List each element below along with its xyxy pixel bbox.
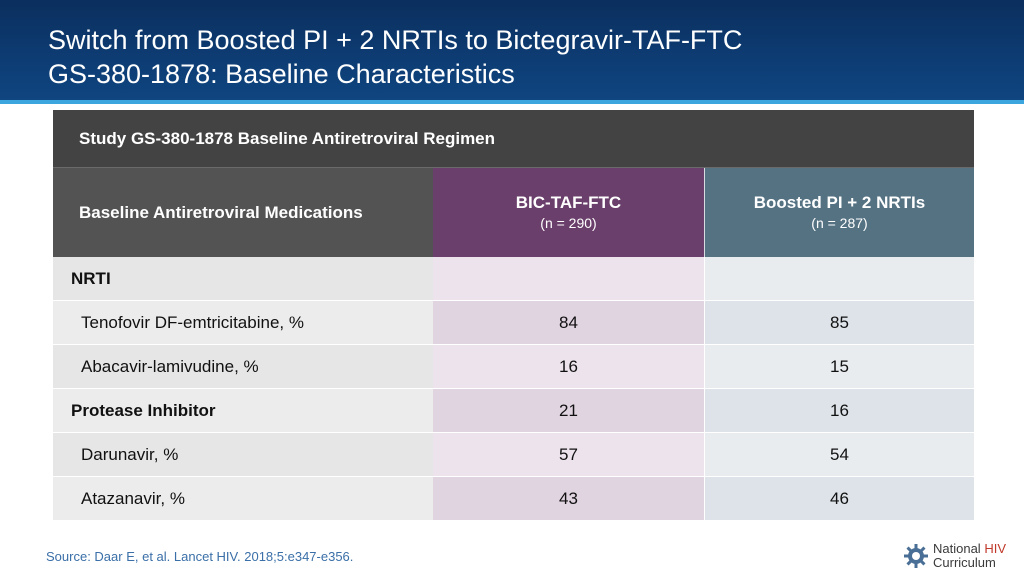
slide-subtitle: GS-380-1878: Baseline Characteristics	[48, 59, 515, 89]
row-label: Protease Inhibitor	[53, 389, 433, 432]
row-value-bic: 21	[433, 389, 704, 432]
arm-pi-n: (n = 287)	[811, 215, 868, 231]
header-medications: Baseline Antiretroviral Medications	[53, 168, 433, 257]
row-value-pi: 16	[704, 389, 974, 432]
row-label: Tenofovir DF-emtricitabine, %	[53, 301, 433, 344]
national-hiv-curriculum-logo: National HIV Curriculum	[903, 541, 1021, 571]
row-value-pi: 15	[704, 345, 974, 388]
row-label: Darunavir, %	[53, 433, 433, 476]
row-value-pi: 46	[704, 477, 974, 520]
gear-logo-icon	[904, 544, 928, 568]
row-value-pi: 54	[704, 433, 974, 476]
row-value-bic	[433, 257, 704, 300]
table-row: Atazanavir, % 43 46	[53, 477, 974, 520]
logo-word-national: National	[933, 541, 981, 556]
row-value-bic: 43	[433, 477, 704, 520]
baseline-table: Study GS-380-1878 Baseline Antiretrovira…	[53, 110, 974, 520]
table-header-row: Baseline Antiretroviral Medications BIC-…	[53, 168, 974, 257]
row-value-pi: 85	[704, 301, 974, 344]
table-row: Darunavir, % 57 54	[53, 433, 974, 476]
logo-wordmark: National HIV Curriculum	[933, 542, 1006, 570]
table-row: Protease Inhibitor 21 16	[53, 389, 974, 432]
header-arm-pi: Boosted PI + 2 NRTIs (n = 287)	[704, 168, 974, 257]
logo-word-curriculum: Curriculum	[933, 555, 996, 570]
arm-bic-name: BIC-TAF-FTC	[515, 193, 622, 212]
table-row: Abacavir-lamivudine, % 16 15	[53, 345, 974, 388]
row-value-pi	[704, 257, 974, 300]
row-value-bic: 16	[433, 345, 704, 388]
title-banner: Switch from Boosted PI + 2 NRTIs to Bict…	[0, 0, 1024, 104]
slide-title: Switch from Boosted PI + 2 NRTIs to Bict…	[48, 25, 743, 55]
row-label: Abacavir-lamivudine, %	[53, 345, 433, 388]
arm-pi-name: Boosted PI + 2 NRTIs	[753, 193, 926, 212]
row-value-bic: 57	[433, 433, 704, 476]
row-label: Atazanavir, %	[53, 477, 433, 520]
table-row: NRTI	[53, 257, 974, 300]
source-citation: Source: Daar E, et al. Lancet HIV. 2018;…	[46, 549, 354, 564]
row-value-bic: 84	[433, 301, 704, 344]
header-arm-bic: BIC-TAF-FTC (n = 290)	[433, 168, 704, 257]
table-row: Tenofovir DF-emtricitabine, % 84 85	[53, 301, 974, 344]
table-caption: Study GS-380-1878 Baseline Antiretrovira…	[53, 110, 974, 168]
arm-bic-n: (n = 290)	[540, 215, 597, 231]
logo-word-hiv: HIV	[984, 541, 1006, 556]
row-label: NRTI	[53, 257, 433, 300]
